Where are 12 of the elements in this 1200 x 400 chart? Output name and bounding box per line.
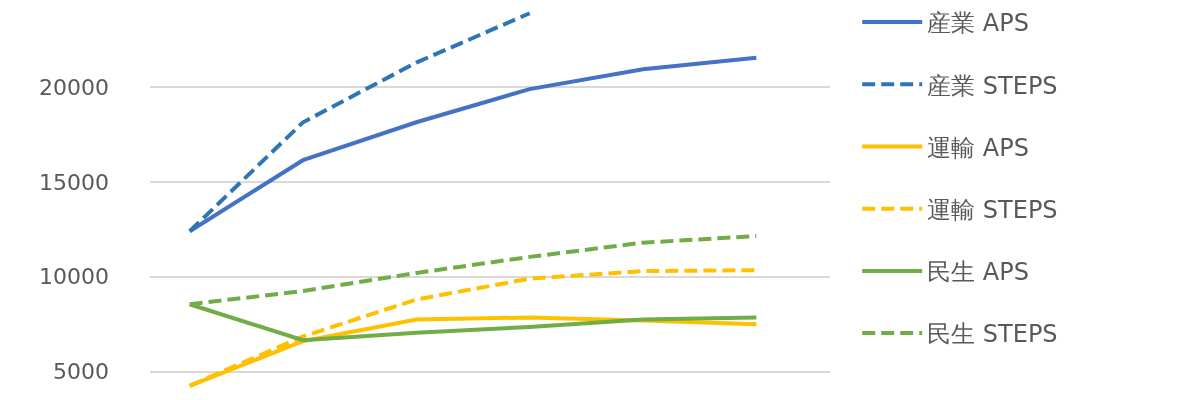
line-series xyxy=(187,55,759,234)
y-tick-label: 15000 xyxy=(39,169,109,195)
line-series xyxy=(187,11,532,234)
y-tick-label: 10000 xyxy=(39,264,109,290)
legend-label: 民生 STEPS xyxy=(927,320,1058,349)
legend-label: 運輸 APS xyxy=(927,133,1029,162)
legend-label: 民生 APS xyxy=(927,258,1029,287)
y-tick-label: 5000 xyxy=(53,359,109,385)
legend-label: 産業 STEPS xyxy=(927,71,1058,100)
legend-label: 運輸 STEPS xyxy=(927,196,1058,225)
legend-label: 産業 APS xyxy=(927,9,1029,38)
y-tick-label: 20000 xyxy=(39,74,109,100)
